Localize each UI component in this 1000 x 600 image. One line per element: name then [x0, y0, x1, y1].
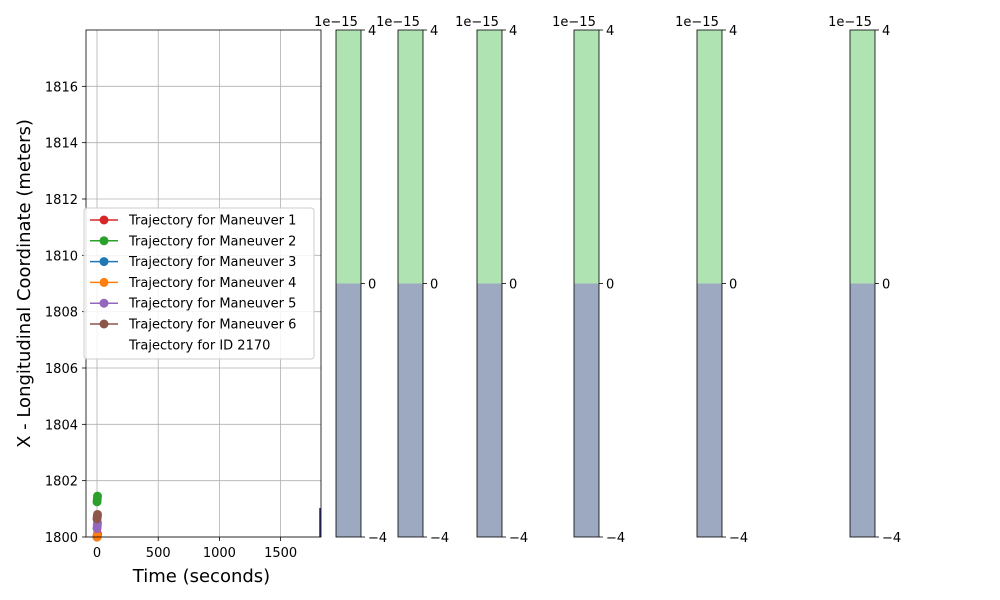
legend-entry-5: Trajectory for Maneuver 5 — [90, 297, 296, 312]
colorbar-3-scale-label: 1e−15 — [455, 15, 499, 30]
colorbar-6-scale-label: 1e−15 — [828, 15, 872, 30]
colorbar-4-scale-label: 1e−15 — [552, 15, 596, 30]
colorbar-2-segment-0 — [398, 30, 423, 284]
y-tick-label-7: 1814 — [45, 137, 78, 152]
legend-label-5: Trajectory for Maneuver 5 — [128, 297, 296, 312]
colorbar-5-segment-1 — [697, 283, 722, 537]
colorbar-4-segment-1 — [574, 283, 599, 537]
legend-entry-7: Trajectory for ID 2170 — [128, 338, 270, 353]
colorbar-4: 4 0 −4 1e−15 — [552, 15, 625, 546]
y-tick-label-3: 1806 — [45, 362, 78, 377]
legend-swatch-marker-3 — [99, 257, 109, 267]
colorbar-4-tick-label-2: −4 — [606, 531, 625, 546]
y-tick-label-1: 1802 — [45, 475, 78, 490]
legend-swatch-marker-2 — [99, 236, 109, 246]
colorbar-5-scale-label: 1e−15 — [675, 15, 719, 30]
y-tick-label-6: 1812 — [45, 193, 78, 208]
legend-label-2: Trajectory for Maneuver 2 — [128, 234, 296, 249]
y-tick-label-8: 1816 — [45, 80, 78, 95]
legend-swatch-marker-6 — [99, 319, 109, 329]
colorbar-3-tick-label-1: 0 — [509, 278, 517, 293]
y-tick-label-0: 1800 — [45, 531, 78, 546]
legend-label-4: Trajectory for Maneuver 4 — [128, 276, 296, 291]
legend-label-6: Trajectory for Maneuver 6 — [128, 318, 296, 333]
legend-entry-4: Trajectory for Maneuver 4 — [90, 276, 296, 291]
colorbar-5-tick-label-0: 4 — [729, 24, 737, 39]
y-tick-label-5: 1810 — [45, 249, 78, 264]
colorbar-3-tick-label-2: −4 — [509, 531, 528, 546]
y-tick-label-4: 1808 — [45, 306, 78, 321]
colorbar-5-tick-label-1: 0 — [729, 278, 737, 293]
legend-entry-2: Trajectory for Maneuver 2 — [90, 234, 296, 249]
series-4-point-1 — [92, 531, 102, 541]
series-2-point-2 — [93, 491, 103, 501]
colorbar-6-segment-1 — [850, 283, 875, 537]
colorbar-1-tick-label-1: 0 — [368, 278, 376, 293]
colorbar-2: 4 0 −4 1e−15 — [376, 15, 449, 546]
legend-entry-3: Trajectory for Maneuver 3 — [90, 255, 296, 270]
colorbar-3-segment-1 — [477, 283, 502, 537]
colorbar-4-tick-label-1: 0 — [606, 278, 614, 293]
colorbar-6-tick-label-1: 0 — [882, 278, 890, 293]
colorbar-5-tick-label-2: −4 — [729, 531, 748, 546]
legend-entry-1: Trajectory for Maneuver 1 — [90, 214, 296, 229]
series-6-point-2 — [93, 509, 103, 519]
x-tick-label-3: 1500 — [264, 546, 297, 561]
x-tick-label-2: 1000 — [203, 546, 236, 561]
colorbar-1-tick-label-0: 4 — [368, 24, 376, 39]
colorbar-6-tick-label-2: −4 — [882, 531, 901, 546]
colorbar-2-scale-label: 1e−15 — [376, 15, 420, 30]
x-axis-label: Time (seconds) — [132, 566, 270, 587]
colorbar-2-segment-1 — [398, 283, 423, 537]
colorbar-6-segment-0 — [850, 30, 875, 284]
main-plot: 0 500 1000 1500 1800 1802 1804 1806 1808 1810 1812… — [14, 29, 322, 587]
colorbar-6: 4 0 −4 1e−15 — [828, 15, 901, 546]
colorbar-3-segment-0 — [477, 30, 502, 284]
colorbar-1-segment-1 — [336, 283, 361, 537]
colorbar-4-segment-0 — [574, 30, 599, 284]
legend-swatch-marker-1 — [99, 215, 109, 225]
colorbar-1: 4 0 −4 1e−15 — [314, 15, 387, 546]
y-tick-label-2: 1804 — [45, 418, 78, 433]
colorbar-2-tick-label-0: 4 — [430, 24, 438, 39]
x-tick-label-0: 0 — [93, 546, 101, 561]
legend-swatch-marker-5 — [99, 298, 109, 308]
legend-label-3: Trajectory for Maneuver 3 — [128, 255, 296, 270]
legend-label-1: Trajectory for Maneuver 1 — [128, 214, 296, 229]
colorbar-2-tick-label-2: −4 — [430, 531, 449, 546]
colorbar-5-segment-0 — [697, 30, 722, 284]
legend-label-7: Trajectory for ID 2170 — [128, 338, 270, 353]
colorbar-1-tick-label-2: −4 — [368, 531, 387, 546]
legend-swatch-marker-4 — [99, 277, 109, 287]
legend: Trajectory for Maneuver 1 Trajectory for … — [83, 207, 315, 360]
colorbar-4-tick-label-0: 4 — [606, 24, 614, 39]
colorbar-5: 4 0 −4 1e−15 — [675, 15, 748, 546]
colorbar-3: 4 0 −4 1e−15 — [455, 15, 528, 546]
colorbar-1-segment-0 — [336, 30, 361, 284]
legend-entry-6: Trajectory for Maneuver 6 — [90, 318, 296, 333]
colorbar-2-tick-label-1: 0 — [430, 278, 438, 293]
colorbar-3-tick-label-0: 4 — [509, 24, 517, 39]
colorbar-6-tick-label-0: 4 — [882, 24, 890, 39]
colorbar-1-scale-label: 1e−15 — [314, 15, 358, 30]
y-axis-label: X - Longitudinal Coordinate (meters) — [14, 119, 35, 448]
colorbar-group: 40−41e−1540−41e−1540−41e−1540−41e−1540−4… — [314, 15, 901, 546]
legend-box — [83, 207, 315, 360]
x-tick-label-1: 500 — [146, 546, 171, 561]
